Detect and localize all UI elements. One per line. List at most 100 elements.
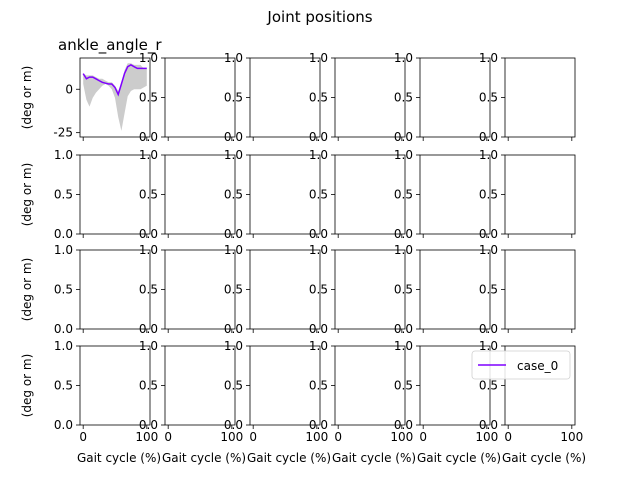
y-tick-label: 0.5 xyxy=(224,283,243,297)
y-tick-label: 0.5 xyxy=(139,283,158,297)
y-tick-label: 0.5 xyxy=(54,283,73,297)
y-tick-label: 1.0 xyxy=(479,148,498,162)
subplot: 0.0 0.5 1.0 xyxy=(224,243,321,336)
y-tick-label: 1.0 xyxy=(224,339,243,353)
y-tick-label: 0.5 xyxy=(224,188,243,202)
subplot: 0.0 0.5 1.0 xyxy=(54,243,151,336)
y-tick-label: 1.0 xyxy=(394,339,413,353)
y-tick-label: 1.0 xyxy=(224,243,243,257)
subplot: 0.0 0.5 1.0 xyxy=(394,243,491,336)
series-line xyxy=(82,64,147,97)
y-tick-label: 1.0 xyxy=(309,148,328,162)
y-tick-label: 0.0 xyxy=(479,418,498,432)
subplot-title: ankle_angle_r xyxy=(58,36,162,55)
y-tick-label: 0.5 xyxy=(54,188,73,202)
y-tick-label: -25 xyxy=(53,126,73,140)
y-tick-label: 0.5 xyxy=(54,379,73,393)
y-tick-label: 0.0 xyxy=(139,418,158,432)
axes-frame xyxy=(164,345,236,426)
y-tick-label: 0.0 xyxy=(394,227,413,241)
y-tick-label: 0.5 xyxy=(139,91,158,105)
axes-frame xyxy=(419,345,491,426)
y-tick-label: 1.0 xyxy=(139,148,158,162)
y-tick-label: 1.0 xyxy=(309,339,328,353)
subplot: 0.0 0.5 1.0 xyxy=(479,243,576,336)
y-tick-label: 1.0 xyxy=(479,51,498,65)
subplot: -25 0 ankle_angle_r xyxy=(53,36,162,141)
subplot: 0.0 0.5 1.0 xyxy=(479,148,576,241)
x-tick-label: 100 xyxy=(135,430,158,444)
subplot: 0.0 0.5 1.0 xyxy=(139,243,236,336)
axes-frame xyxy=(79,249,151,330)
y-axis-label: (deg or m) xyxy=(20,163,34,227)
x-tick-label: 100 xyxy=(475,430,498,444)
y-tick-label: 0.0 xyxy=(224,227,243,241)
y-tick-label: 0.5 xyxy=(479,188,498,202)
y-tick-label: 0.5 xyxy=(309,91,328,105)
axes-frame xyxy=(164,57,236,138)
y-tick-label: 0.0 xyxy=(394,130,413,144)
subplot: 0 100 Gait cycle (%) 0.0 0.5 1.0 xyxy=(309,339,416,465)
axes-frame xyxy=(249,345,321,426)
x-axis-label: Gait cycle (%) xyxy=(77,451,161,465)
axes-frame xyxy=(334,154,406,235)
subplot: 0.0 0.5 1.0 xyxy=(309,51,406,144)
axes-frame xyxy=(249,154,321,235)
y-tick-label: 1.0 xyxy=(139,51,158,65)
y-axis-label: (deg or m) xyxy=(20,354,34,418)
subplot: 0.0 0.5 1.0 xyxy=(309,243,406,336)
y-tick-label: 0.0 xyxy=(309,130,328,144)
axes-frame xyxy=(334,249,406,330)
y-tick-label: 0.5 xyxy=(139,379,158,393)
axes-frame xyxy=(164,249,236,330)
axes-frame xyxy=(504,154,576,235)
y-tick-label: 0.0 xyxy=(479,322,498,336)
y-tick-label: 1.0 xyxy=(54,148,73,162)
legend-box xyxy=(471,350,571,380)
y-tick-label: 1.0 xyxy=(139,243,158,257)
y-tick-label: 0.0 xyxy=(54,227,73,241)
subplot: 0.0 0.5 1.0 xyxy=(224,51,321,144)
x-tick-label: 0 xyxy=(504,430,512,444)
x-axis-label: Gait cycle (%) xyxy=(162,451,246,465)
y-tick-label: 0 xyxy=(65,82,73,96)
y-tick-label: 0.5 xyxy=(394,188,413,202)
y-tick-label: 0.0 xyxy=(309,227,328,241)
y-tick-label: 0.0 xyxy=(224,130,243,144)
subplot: 0 100 Gait cycle (%) 0.0 0.5 1.0 xyxy=(479,339,586,465)
y-axis-label: (deg or m) xyxy=(20,258,34,322)
axes-frame xyxy=(504,57,576,138)
x-tick-label: 0 xyxy=(164,430,172,444)
legend: case_0 xyxy=(471,350,571,380)
y-tick-label: 1.0 xyxy=(479,339,498,353)
subplot: 0.0 0.5 1.0 xyxy=(139,51,236,144)
axes-frame xyxy=(249,57,321,138)
y-tick-label: 0.5 xyxy=(224,91,243,105)
x-tick-label: 0 xyxy=(249,430,257,444)
y-tick-label: 0.5 xyxy=(309,379,328,393)
y-tick-label: 0.5 xyxy=(309,188,328,202)
x-tick-label: 100 xyxy=(305,430,328,444)
y-tick-label: 1.0 xyxy=(394,243,413,257)
subplot: 0.0 0.5 1.0 xyxy=(224,148,321,241)
axes-frame xyxy=(504,249,576,330)
x-tick-label: 0 xyxy=(79,430,87,444)
y-tick-label: 1.0 xyxy=(394,148,413,162)
y-tick-label: 0.0 xyxy=(479,130,498,144)
y-tick-label: 1.0 xyxy=(54,243,73,257)
axes-frame xyxy=(334,57,406,138)
y-tick-label: 0.0 xyxy=(309,418,328,432)
figure-title: Joint positions xyxy=(266,8,372,26)
subplot: 0 100 Gait cycle (%) 0.0 0.5 1.0 xyxy=(54,339,161,465)
subplot: 0.0 0.5 1.0 xyxy=(394,148,491,241)
y-tick-label: 0.0 xyxy=(139,227,158,241)
y-tick-label: 0.5 xyxy=(479,379,498,393)
x-tick-label: 100 xyxy=(560,430,583,444)
y-tick-label: 0.0 xyxy=(224,322,243,336)
y-tick-label: 0.0 xyxy=(139,322,158,336)
subplot-grid: (deg or m) -25 0 ankle_angle_r 0.0 0.5 1.0 0.0 0… xyxy=(20,36,586,465)
axes-frame xyxy=(419,154,491,235)
y-tick-label: 0.0 xyxy=(54,418,73,432)
legend-label: case_0 xyxy=(517,359,558,373)
